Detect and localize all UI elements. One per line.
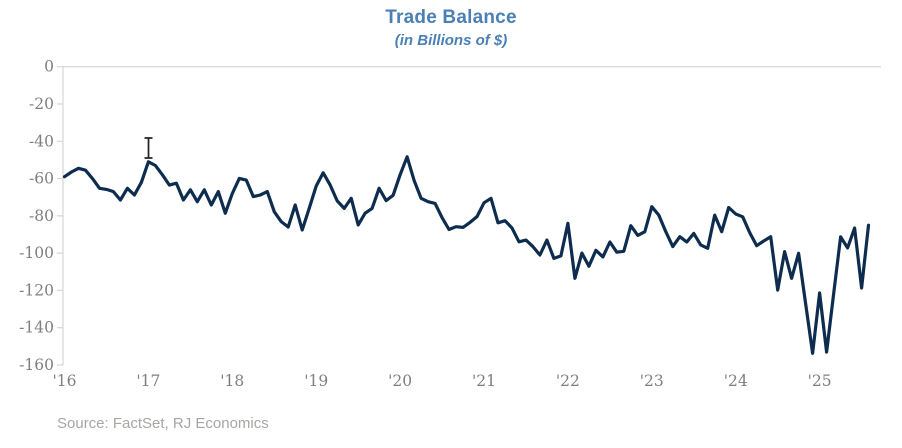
chart-title: Trade Balance [385,7,517,28]
text-cursor [144,137,153,159]
x-tick-label: '20 [388,372,412,390]
trade-balance-series-line [62,155,871,355]
y-tick-label: -60 [29,170,54,188]
x-tick-label: '18 [220,372,244,390]
x-tick-label: '24 [724,372,748,390]
x-tick-label: '22 [556,372,580,390]
y-tick-label: -100 [19,244,54,262]
x-tick-label: '23 [640,372,664,390]
y-tick-label: -40 [29,132,54,150]
y-tick-label: -20 [29,95,54,113]
chart-subtitle: (in Billions of $) [394,32,508,49]
y-tick-label: -120 [19,281,54,299]
x-tick-label: '16 [53,372,77,390]
x-tick-label: '21 [472,372,496,390]
y-tick-label: -160 [19,356,54,374]
y-tick-label: -80 [29,207,54,225]
x-tick-label: '19 [304,372,328,390]
x-tick-label: '17 [136,372,160,390]
y-tick-label: -140 [19,319,54,337]
y-tick-label: 0 [44,58,54,76]
x-tick-label: '25 [808,372,832,390]
source-note: Source: FactSet, RJ Economics [57,415,269,432]
